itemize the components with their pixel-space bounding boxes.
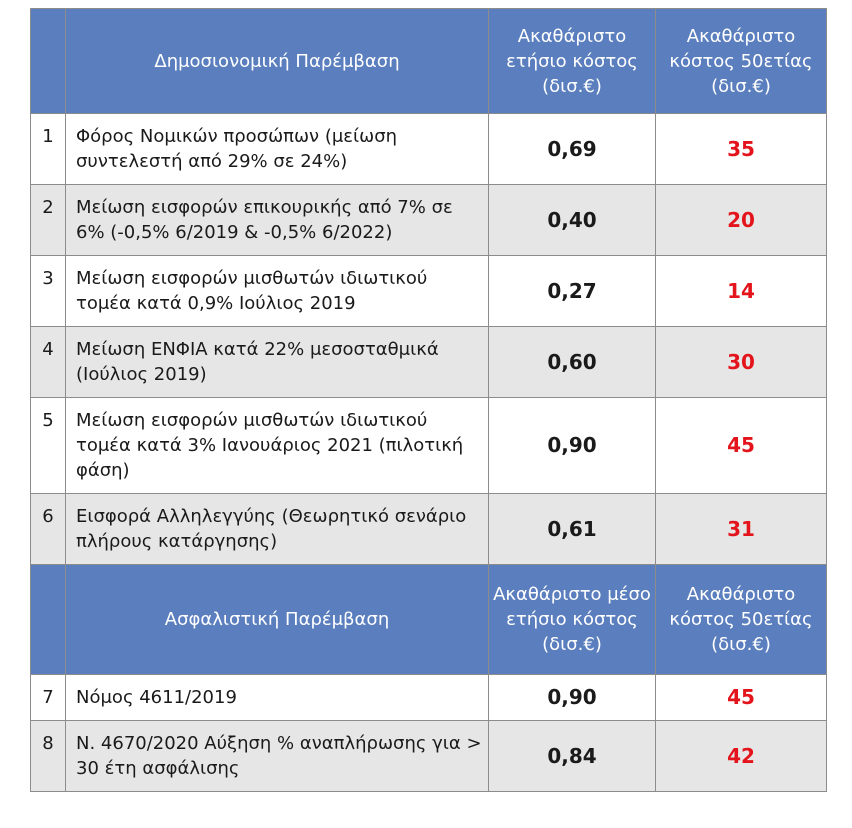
row-number: 1 <box>30 113 66 185</box>
cost-table: Δημοσιονομική Παρέμβαση Ακαθάριστο ετήσιο… <box>30 8 827 792</box>
annual-cost: 0,90 <box>488 674 656 721</box>
row-number: 7 <box>30 674 66 721</box>
table-row: 4 Μείωση ΕΝΦΙΑ κατά 22% μεσοσταθμικά (Ιού… <box>30 326 827 398</box>
table-row: 6 Εισφορά Αλληλεγγύης (Θεωρητικό σενάριο … <box>30 493 827 565</box>
column-header: Ακαθάριστο κόστος 50ετίας (δισ.€) <box>655 8 827 114</box>
table-row: 2 Μείωση εισφορών επικουρικής από 7% σε 6… <box>30 184 827 256</box>
description: Μείωση εισφορών μισθωτών ιδιωτικού τομέα… <box>65 397 489 494</box>
cost-50y: 14 <box>655 255 827 327</box>
cost-50y: 45 <box>655 397 827 494</box>
table-row: 5 Μείωση εισφορών μισθωτών ιδιωτικού τομέ… <box>30 397 827 494</box>
description: Νόμος 4611/2019 <box>65 674 489 721</box>
description: Ν. 4670/2020 Αύξηση % αναπλήρωσης για > … <box>65 720 489 792</box>
annual-cost: 0,61 <box>488 493 656 565</box>
table-row: 3 Μείωση εισφορών μισθωτών ιδιωτικού τομέ… <box>30 255 827 327</box>
annual-cost: 0,90 <box>488 397 656 494</box>
row-number: 2 <box>30 184 66 256</box>
cost-50y: 42 <box>655 720 827 792</box>
description: Φόρος Νομικών προσώπων (μείωση συντελεστ… <box>65 113 489 185</box>
table-row: 7 Νόμος 4611/2019 0,90 45 <box>30 674 827 721</box>
annual-cost: 0,69 <box>488 113 656 185</box>
section-header: Δημοσιονομική Παρέμβαση Ακαθάριστο ετήσιο… <box>30 8 827 114</box>
row-number: 4 <box>30 326 66 398</box>
cost-50y: 30 <box>655 326 827 398</box>
row-number: 6 <box>30 493 66 565</box>
annual-cost: 0,84 <box>488 720 656 792</box>
header-blank <box>30 564 66 675</box>
section-title: Ασφαλιστική Παρέμβαση <box>65 564 489 675</box>
description: Μείωση ΕΝΦΙΑ κατά 22% μεσοσταθμικά (Ιούλ… <box>65 326 489 398</box>
description: Μείωση εισφορών επικουρικής από 7% σε 6%… <box>65 184 489 256</box>
cost-50y: 31 <box>655 493 827 565</box>
section-header: Ασφαλιστική Παρέμβαση Ακαθάριστο μέσο ετή… <box>30 564 827 675</box>
table-row: 8 Ν. 4670/2020 Αύξηση % αναπλήρωσης για >… <box>30 720 827 792</box>
table-row: 1 Φόρος Νομικών προσώπων (μείωση συντελεσ… <box>30 113 827 185</box>
cost-50y: 45 <box>655 674 827 721</box>
annual-cost: 0,40 <box>488 184 656 256</box>
description: Εισφορά Αλληλεγγύης (Θεωρητικό σενάριο π… <box>65 493 489 565</box>
description: Μείωση εισφορών μισθωτών ιδιωτικού τομέα… <box>65 255 489 327</box>
column-header: Ακαθάριστο κόστος 50ετίας (δισ.€) <box>655 564 827 675</box>
annual-cost: 0,60 <box>488 326 656 398</box>
row-number: 5 <box>30 397 66 494</box>
annual-cost: 0,27 <box>488 255 656 327</box>
cost-50y: 35 <box>655 113 827 185</box>
section-title: Δημοσιονομική Παρέμβαση <box>65 8 489 114</box>
row-number: 3 <box>30 255 66 327</box>
header-blank <box>30 8 66 114</box>
column-header: Ακαθάριστο μέσο ετήσιο κόστος (δισ.€) <box>488 564 656 675</box>
column-header: Ακαθάριστο ετήσιο κόστος (δισ.€) <box>488 8 656 114</box>
cost-50y: 20 <box>655 184 827 256</box>
row-number: 8 <box>30 720 66 792</box>
